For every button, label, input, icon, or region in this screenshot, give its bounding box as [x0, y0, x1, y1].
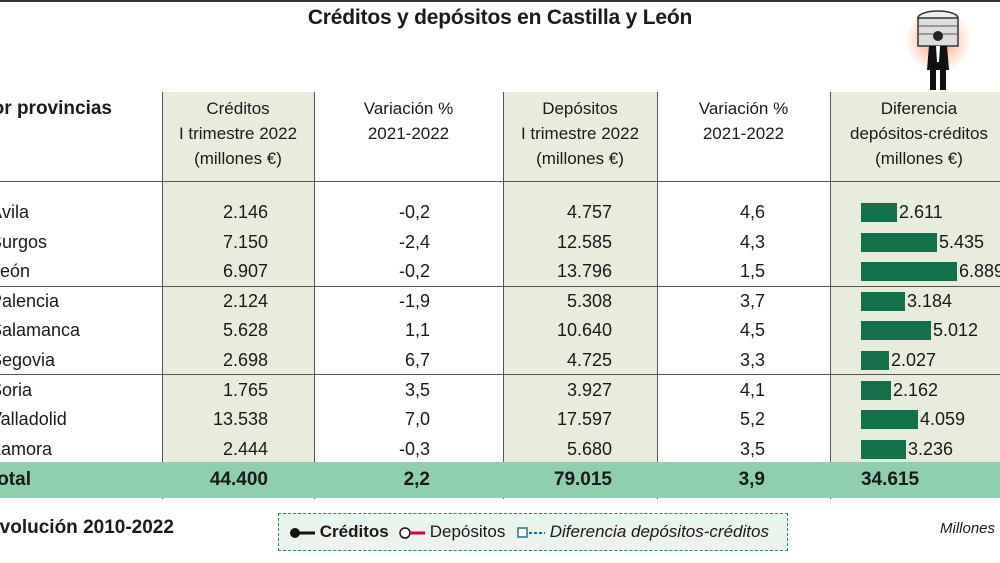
diferencia-bar-label: 2.611: [899, 202, 943, 222]
depositos-value: 3.927: [566, 380, 612, 400]
total-label: Total: [0, 469, 31, 490]
diferencia-bar-label: 5.012: [933, 320, 979, 340]
creditos-value: 2.146: [222, 202, 268, 222]
total-var-creditos: 2,2: [403, 469, 430, 490]
diferencia-bar: [861, 203, 897, 222]
creditos-value: 1.765: [222, 380, 268, 400]
creditos-value: 2.698: [222, 350, 268, 370]
row-header: Por provincias: [0, 98, 112, 119]
creditos-line-icon: [290, 527, 315, 538]
depositos-value: 13.796: [556, 261, 612, 281]
diferencia-bar: [861, 440, 906, 459]
legend: Créditos Depósitos Diferencia depósitos-…: [278, 513, 788, 551]
province-name: Soria: [0, 380, 33, 400]
var-creditos-value: -0,3: [398, 439, 430, 459]
province-name: Zamora: [0, 439, 53, 459]
diferencia-bar-label: 6.889: [959, 261, 1000, 281]
header-divider: [0, 181, 1000, 182]
total-var-depositos: 3,9: [738, 469, 765, 490]
group-divider: [0, 286, 1000, 287]
creditos-value: 13.538: [212, 409, 268, 429]
creditos-value: 6.907: [222, 261, 268, 281]
diferencia-bar-label: 5.435: [939, 232, 985, 252]
column-divider: [830, 92, 831, 499]
col-header-diferencia: Diferencia depósitos-créditos (millones …: [850, 99, 988, 168]
units-label: Millones: [940, 520, 996, 537]
diferencia-line-icon: [517, 526, 545, 538]
depositos-value: 17.597: [556, 409, 612, 429]
column-divider: [162, 92, 163, 499]
column-divider: [657, 92, 658, 499]
province-name: Salamanca: [0, 320, 81, 340]
depositos-value: 5.680: [566, 439, 612, 459]
diferencia-bar: [861, 233, 937, 252]
diferencia-bar-label: 3.236: [908, 439, 954, 459]
diferencia-bar-label: 2.162: [893, 380, 939, 400]
diferencia-bar: [861, 292, 905, 311]
var-depositos-value: 3,3: [739, 350, 765, 370]
var-depositos-value: 3,5: [739, 439, 765, 459]
column-divider: [314, 92, 315, 499]
depositos-value: 10.640: [556, 320, 612, 340]
var-depositos-value: 1,5: [739, 261, 765, 281]
group-divider: [0, 374, 1000, 375]
col-header-creditos: Créditos I trimestre 2022 (millones €): [178, 99, 298, 168]
var-creditos-value: -0,2: [398, 261, 430, 281]
legend-item-diferencia: Diferencia depósitos-créditos: [517, 522, 769, 542]
depositos-value: 5.308: [566, 291, 612, 311]
creditos-value: 7.150: [222, 232, 268, 252]
var-depositos-value: 4,6: [739, 202, 765, 222]
depositos-column-shade: [503, 92, 657, 462]
var-creditos-value: 6,7: [404, 350, 430, 370]
businessman-coins-icon: [905, 10, 971, 90]
legend-item-depositos: Depósitos: [399, 522, 505, 542]
depositos-value: 4.725: [566, 350, 612, 370]
var-depositos-value: 3,7: [739, 291, 765, 311]
creditos-value: 2.124: [222, 291, 268, 311]
total-creditos: 44.400: [209, 469, 268, 490]
column-divider: [503, 92, 504, 499]
diferencia-bar-label: 2.027: [891, 350, 937, 370]
province-name: Ávila: [0, 202, 30, 222]
var-creditos-value: 7,0: [404, 409, 430, 429]
col-header-var-creditos: Variación % 2021-2022: [363, 99, 454, 143]
creditos-column-shade: [162, 92, 314, 462]
col-header-depositos: Depósitos I trimestre 2022 (millones €): [520, 99, 640, 168]
province-name: Segovia: [0, 350, 56, 370]
top-rule: [0, 0, 1000, 2]
var-creditos-value: -0,2: [398, 202, 430, 222]
province-name: Palencia: [0, 291, 60, 311]
diferencia-bar: [861, 381, 891, 400]
depositos-line-icon: [399, 526, 425, 539]
depositos-value: 12.585: [556, 232, 612, 252]
diferencia-bar-label: 4.059: [920, 409, 966, 429]
diferencia-bar: [861, 262, 957, 281]
province-name: Burgos: [0, 232, 48, 252]
var-creditos-value: -2,4: [398, 232, 430, 252]
page-title: Créditos y depósitos en Castilla y León: [307, 6, 693, 29]
diferencia-bar-label: 3.184: [907, 291, 953, 311]
total-depositos: 79.015: [553, 469, 612, 490]
var-depositos-value: 4,3: [739, 232, 765, 252]
total-row: [0, 462, 1000, 498]
diferencia-bar: [861, 321, 931, 340]
col-header-var-depositos: Variación % 2021-2022: [698, 99, 789, 143]
var-creditos-value: 1,1: [404, 320, 430, 340]
depositos-value: 4.757: [566, 202, 612, 222]
var-depositos-value: 5,2: [739, 409, 765, 429]
var-creditos-value: -1,9: [398, 291, 430, 311]
total-diferencia: 34.615: [861, 469, 920, 490]
diferencia-bar: [861, 351, 889, 370]
creditos-value: 2.444: [222, 439, 268, 459]
creditos-value: 5.628: [222, 320, 268, 340]
province-name: León: [0, 261, 31, 281]
legend-item-creditos: Créditos: [289, 522, 389, 542]
var-depositos-value: 4,1: [739, 380, 765, 400]
province-name: Valladolid: [0, 409, 67, 429]
var-creditos-value: 3,5: [404, 380, 430, 400]
var-depositos-value: 4,5: [739, 320, 765, 340]
diferencia-bar: [861, 410, 918, 429]
evolution-title: Evolución 2010-2022: [0, 517, 174, 538]
